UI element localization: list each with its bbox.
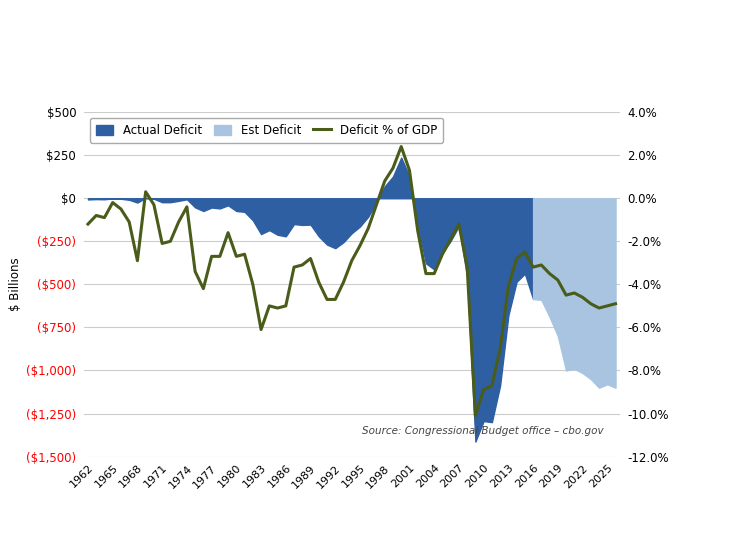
Y-axis label: $ Billions: $ Billions xyxy=(9,257,22,311)
Text: 1962 through 2026: 1962 through 2026 xyxy=(275,56,454,74)
Text: Source: Congressional Budget office – cbo.gov: Source: Congressional Budget office – cb… xyxy=(362,426,604,436)
Legend: Actual Deficit, Est Deficit, Deficit % of GDP: Actual Deficit, Est Deficit, Deficit % o… xyxy=(90,118,443,143)
Text: Federal Government Deficits and Estimates: Federal Government Deficits and Estimate… xyxy=(91,19,638,38)
